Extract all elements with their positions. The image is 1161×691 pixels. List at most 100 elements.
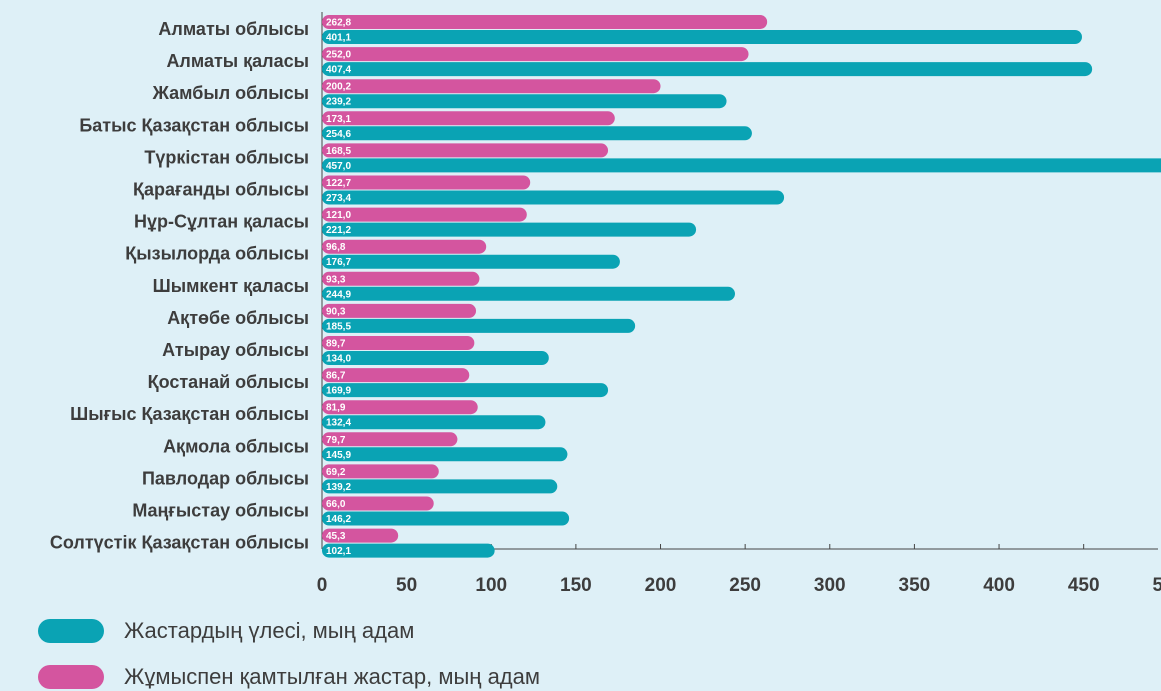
value-label-employed-youth: 90,3 [326, 306, 346, 317]
legend-label: Жастардың үлесі, мың адам [124, 618, 415, 643]
value-label-employed-youth: 89,7 [326, 339, 346, 350]
bar-employed-youth [322, 432, 458, 447]
bar-employed-youth [322, 111, 615, 126]
value-label-youth-share: 457,0 [326, 161, 351, 172]
category-label: Батыс Қазақстан облысы [79, 115, 309, 135]
value-label-employed-youth: 96,8 [326, 242, 346, 253]
category-label: Нұр-Сұлтан қаласы [134, 212, 309, 232]
value-label-youth-share: 407,4 [326, 65, 351, 76]
legend-label: Жұмыспен қамтылған жастар, мың адам [124, 664, 541, 689]
bar-youth-share [322, 30, 1082, 44]
x-tick-label: 0 [317, 575, 328, 596]
value-label-youth-share: 221,2 [326, 225, 351, 236]
value-label-youth-share: 185,5 [326, 321, 351, 332]
value-label-youth-share: 254,6 [326, 129, 351, 140]
x-tick-label: 350 [899, 575, 931, 596]
bar-employed-youth [322, 496, 434, 511]
legend-swatch-pink [38, 665, 104, 689]
bar-employed-youth [322, 239, 487, 254]
category-label: Атырау облысы [162, 340, 309, 360]
category-label: Қызылорда облысы [125, 244, 309, 264]
bar-youth-share [322, 254, 620, 269]
value-label-employed-youth: 173,1 [326, 114, 351, 125]
value-label-employed-youth: 200,2 [326, 82, 351, 93]
value-label-employed-youth: 81,9 [326, 403, 346, 414]
x-tick-label: 50 [396, 575, 417, 596]
bar-youth-share [322, 447, 568, 462]
value-label-employed-youth: 45,3 [326, 531, 346, 542]
value-label-youth-share: 132,4 [326, 418, 351, 429]
category-label: Павлодар облысы [142, 468, 309, 488]
bar-chart: 0 50 100 150 200 250 300 350 400 450 500 Алматы обл… [50, 12, 1161, 596]
value-label-youth-share: 273,4 [326, 193, 351, 204]
bar-youth-share [322, 158, 1161, 173]
bar-youth-share [322, 62, 1093, 77]
x-tick-label: 300 [814, 575, 846, 596]
x-tick-label: 450 [1068, 575, 1100, 596]
x-tick-label: 400 [983, 575, 1015, 596]
value-label-employed-youth: 66,0 [326, 499, 346, 510]
bar-youth-share [322, 511, 570, 526]
bar-employed-youth [322, 207, 527, 222]
value-label-employed-youth: 262,8 [326, 18, 351, 29]
value-label-employed-youth: 93,3 [326, 274, 346, 285]
bar-employed-youth [322, 15, 768, 29]
category-label: Ақмола облысы [163, 436, 309, 456]
bar-youth-share [322, 126, 752, 141]
value-label-employed-youth: 168,5 [326, 146, 351, 157]
x-tick-label: 250 [729, 575, 761, 596]
value-label-employed-youth: 79,7 [326, 435, 346, 446]
value-label-youth-share: 145,9 [326, 450, 351, 461]
category-label: Алматы қаласы [166, 51, 309, 71]
x-tick-label: 100 [475, 575, 507, 596]
value-label-youth-share: 176,7 [326, 257, 351, 268]
bar-youth-share [322, 190, 785, 205]
category-label: Солтүстік Қазақстан облысы [50, 533, 309, 553]
bar-youth-share [322, 415, 546, 430]
category-label: Шымкент қаласы [153, 276, 309, 296]
category-label: Алматы облысы [158, 19, 309, 39]
category-label: Қарағанды облысы [133, 180, 309, 200]
bar-youth-share [322, 222, 697, 237]
value-label-youth-share: 139,2 [326, 482, 351, 493]
x-tick-label: 150 [560, 575, 592, 596]
bar-employed-youth [322, 528, 399, 543]
category-label: Маңғыстау облысы [132, 501, 309, 521]
bar-employed-youth [322, 368, 470, 383]
bar-youth-share [322, 318, 636, 333]
bar-employed-youth [322, 400, 478, 415]
value-label-employed-youth: 69,2 [326, 467, 346, 478]
category-label: Қостанай облысы [148, 372, 309, 392]
value-label-youth-share: 239,2 [326, 97, 351, 108]
legend-item-youth-share: Жастардың үлесі, мың адам [38, 618, 414, 644]
bar-employed-youth [322, 79, 661, 94]
value-label-youth-share: 146,2 [326, 514, 351, 525]
bar-youth-share [322, 479, 558, 494]
category-label: Шығыс Қазақстан облысы [70, 404, 309, 424]
value-label-youth-share: 401,1 [326, 33, 351, 44]
value-label-employed-youth: 86,7 [326, 371, 346, 382]
x-tick-label: 200 [645, 575, 677, 596]
bar-youth-share [322, 383, 609, 398]
category-label: Жамбыл облысы [152, 83, 309, 103]
bar-employed-youth [322, 175, 531, 190]
bar-employed-youth [322, 143, 609, 158]
bar-employed-youth [322, 47, 749, 62]
value-label-employed-youth: 122,7 [326, 178, 351, 189]
bar-employed-youth [322, 336, 475, 350]
bar-youth-share [322, 286, 735, 301]
x-tick-label: 500 [1152, 575, 1161, 596]
legend-item-employed-youth: Жұмыспен қамтылған жастар, мың адам [38, 664, 540, 690]
bar-employed-youth [322, 303, 477, 318]
bar-youth-share [322, 543, 495, 558]
value-label-youth-share: 244,9 [326, 289, 351, 300]
value-label-youth-share: 102,1 [326, 546, 351, 557]
value-label-youth-share: 169,9 [326, 386, 351, 397]
category-label: Түркістан облысы [144, 147, 309, 167]
value-label-employed-youth: 252,0 [326, 50, 351, 61]
category-label: Ақтөбе облысы [167, 308, 309, 328]
bar-employed-youth [322, 464, 439, 479]
legend-swatch-teal [38, 619, 104, 643]
value-label-employed-youth: 121,0 [326, 210, 351, 221]
bar-employed-youth [322, 271, 480, 286]
